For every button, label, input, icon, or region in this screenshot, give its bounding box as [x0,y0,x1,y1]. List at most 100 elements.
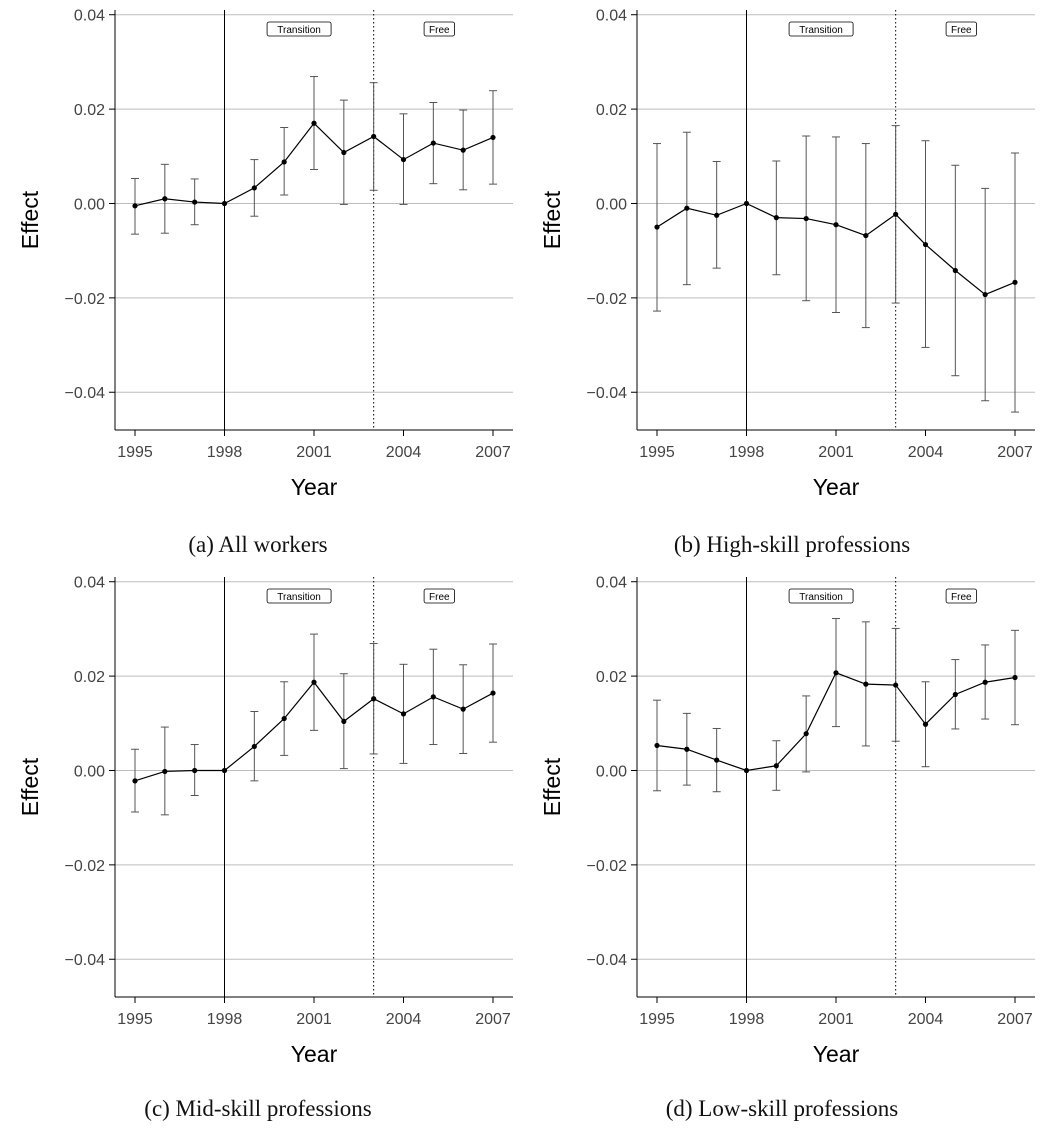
data-point [400,156,407,163]
annotation-box [788,588,854,604]
annotation-label: Transition [277,25,321,36]
data-point [773,763,779,769]
x-tick-label: 2001 [296,444,332,461]
x-tick-label: 2001 [818,1011,854,1028]
data-point [251,185,257,191]
data-point [341,718,347,725]
chart-svg-d: 0.04 0.02 0.00 −0.02 −0.04 1995 1998 2001 2004 20… [539,575,1035,1067]
x-tick-label: 1998 [729,1011,765,1028]
data-point [893,211,899,217]
data-point [654,742,660,749]
data-point [743,200,750,207]
data-point [982,291,988,298]
x-tick-label: 2007 [475,1011,511,1028]
data-point [311,679,317,685]
data-point [863,681,869,687]
x-tick-label: 2007 [997,444,1033,461]
data-point [714,212,720,218]
y-tick-label: 0.00 [596,196,627,213]
data-point [773,215,779,221]
x-tick-label: 1998 [729,444,765,461]
data-point [893,682,899,688]
data-point [803,731,809,737]
data-point [863,232,869,239]
annotation-label: Free [429,592,450,603]
chart-svg-b: 0.04 0.02 0.00 −0.02 −0.04 1995 1998 2001 2004 20… [539,8,1035,500]
x-tick-label: 1995 [117,444,153,461]
data-point [430,140,436,146]
data-point [460,147,466,153]
data-point [281,159,287,165]
data-point [982,679,988,685]
data-point [922,721,929,727]
data-point [684,205,690,211]
y-tick-label: 0.04 [74,575,105,592]
chart-panel-b: 0.04 0.02 0.00 −0.02 −0.04 1995 1998 2001 2004 20… [522,0,1044,505]
chart-caption-b: (b) High-skill professions [673,532,911,557]
annotation-box [266,588,332,604]
y-tick-label: 0.02 [596,102,627,119]
data-point [192,767,198,774]
x-tick-label: 1998 [207,444,243,461]
chart-caption-c: (c) Mid-skill professions [144,1096,372,1121]
data-point [281,715,287,722]
annotation-box [423,588,455,604]
chart-svg-a: 0.04 0.02 0.00 −0.02 −0.04 1995 1998 2001 2004 20… [17,8,513,500]
data-point [743,767,750,774]
x-tick-label: 2007 [997,1011,1033,1028]
y-tick-label: 0.00 [596,763,627,780]
x-tick-label: 2004 [386,1011,422,1028]
x-tick-label: 2007 [475,444,511,461]
y-tick-label: 0.00 [74,196,105,213]
data-point [371,696,377,702]
y-tick-label: 0.04 [74,8,105,25]
annotation-box [266,21,332,37]
y-tick-label: −0.02 [587,291,628,308]
data-point [1012,674,1018,681]
annotation-box [945,21,977,37]
x-tick-label: 2001 [818,444,854,461]
data-point [833,222,839,228]
annotation-label: Free [951,592,972,603]
data-point [311,120,317,126]
y-tick-label: 0.02 [74,102,105,119]
y-tick-label: −0.04 [587,952,628,969]
data-point [162,768,168,775]
x-axis-title: Year [291,1041,338,1067]
data-point [1012,279,1018,285]
x-tick-label: 2004 [386,444,422,461]
data-point [654,224,660,230]
annotation-label: Free [951,25,972,36]
x-tick-label: 1998 [207,1011,243,1028]
x-tick-label: 2004 [908,1011,944,1028]
annotation-box [788,21,854,37]
data-point [490,690,496,696]
x-tick-label: 1995 [117,1011,153,1028]
data-point [430,694,436,700]
y-tick-label: 0.04 [596,8,627,25]
chart-svg-c: 0.04 0.02 0.00 −0.02 −0.04 1995 1998 2001 2004 20… [17,575,513,1067]
y-tick-label: −0.02 [65,858,106,875]
y-axis-title: Effect [17,190,43,249]
data-point [922,241,929,248]
y-tick-label: 0.00 [74,763,105,780]
y-tick-label: 0.02 [596,669,627,686]
data-point [162,196,168,202]
x-axis-title: Year [291,474,338,500]
data-point [803,215,809,222]
y-tick-label: 0.02 [74,669,105,686]
y-tick-label: −0.02 [587,858,628,875]
chart-caption-d: (d) Low-skill professions [665,1096,899,1121]
chart-panel-d: 0.04 0.02 0.00 −0.02 −0.04 1995 1998 2001 2004 20… [522,567,1044,1072]
annotation-label: Transition [799,592,843,603]
data-point [952,691,958,698]
y-tick-label: 0.04 [596,575,627,592]
annotation-box [423,21,455,37]
y-axis-title: Effect [539,757,565,816]
data-point [251,743,257,750]
data-point [714,757,720,763]
annotation-box [945,588,977,604]
y-axis-title: Effect [17,757,43,816]
y-tick-label: −0.02 [65,291,106,308]
y-axis-title: Effect [539,190,565,249]
